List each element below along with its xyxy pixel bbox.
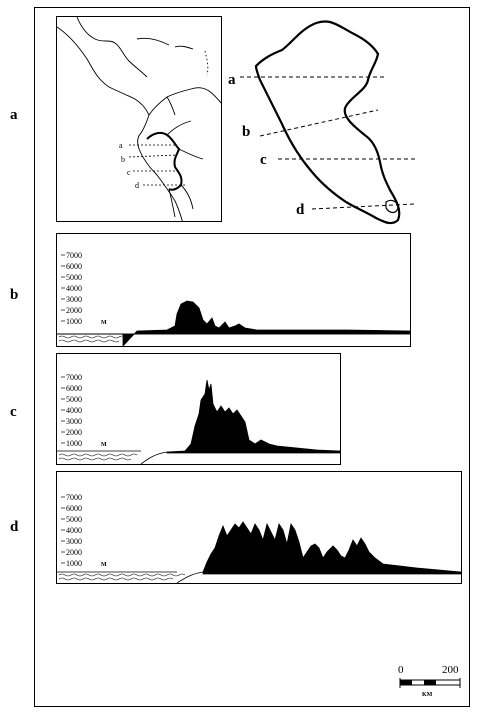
tick-label: 7000 — [66, 373, 82, 382]
panel-letter-c: c — [10, 404, 17, 420]
gulf-coast — [76, 17, 148, 78]
ocean-hatch — [58, 573, 186, 581]
scale-unit-label: KM — [422, 692, 433, 698]
inset-section-label-b: b — [121, 155, 125, 164]
tick-label: 4000 — [66, 284, 82, 293]
peru-map: a b c d — [228, 20, 416, 225]
tick-label: 2000 — [66, 306, 82, 315]
continental-slope — [140, 451, 168, 465]
scale-bar-graphic: KM — [399, 678, 461, 698]
interior-borders — [166, 120, 204, 210]
tick-label: 5000 — [66, 515, 82, 524]
scale-end-label: 200 — [442, 664, 459, 676]
tick-label: 6000 — [66, 504, 82, 513]
tick-label: 3000 — [66, 537, 82, 546]
tick-label: 1000 — [66, 559, 82, 568]
central-america-coast — [57, 26, 150, 116]
inset-section-label-a: a — [119, 141, 123, 150]
unit-label: M — [101, 442, 107, 448]
terrain-profile-d — [202, 521, 462, 575]
lesser-antilles — [204, 50, 209, 76]
profile-d-chart: 7000 6000 5000 4000 3000 2000 1000 M — [57, 493, 462, 584]
tick-label: 5000 — [66, 273, 82, 282]
inset-section-line-b — [128, 154, 178, 158]
tick-label: 1000 — [66, 317, 82, 326]
tick-label: 6000 — [66, 384, 82, 393]
south-america-coast — [137, 87, 221, 221]
figure-frame — [34, 7, 470, 707]
chile-border — [168, 188, 176, 218]
peru-border — [146, 131, 183, 191]
tick-label: 2000 — [66, 428, 82, 437]
tick-label: 2000 — [66, 548, 82, 557]
peru-section-label-b: b — [242, 124, 250, 140]
panel-letter-d: d — [10, 519, 19, 535]
tick-label: 5000 — [66, 395, 82, 404]
terrain-profile-b — [122, 300, 411, 348]
tick-label: 3000 — [66, 295, 82, 304]
peru-section-line-d — [311, 203, 415, 210]
peru-section-label-a: a — [228, 72, 236, 88]
venezuela-border — [166, 96, 176, 116]
tick-label: 6000 — [66, 262, 82, 271]
peru-section-line-b — [259, 109, 379, 137]
unit-label: M — [101, 562, 107, 568]
inset-section-label-d: d — [135, 181, 139, 190]
peru-section-label-c: c — [260, 152, 267, 168]
tick-label: 1000 — [66, 439, 82, 448]
profile-d: 7000 6000 5000 4000 3000 2000 1000 M — [56, 471, 462, 584]
peru-outline — [254, 20, 401, 225]
hispaniola-island — [174, 45, 194, 50]
unit-label: M — [101, 320, 107, 326]
tick-label: 7000 — [66, 493, 82, 502]
panel-letter-b: b — [10, 287, 19, 303]
inset-section-label-c: c — [127, 168, 131, 177]
profile-c: 7000 6000 5000 4000 3000 2000 1000 M — [56, 353, 341, 465]
cuba-island — [136, 37, 170, 46]
locator-map: a b c d — [57, 17, 221, 221]
lake-titicaca — [385, 199, 399, 214]
profile-b: 7000 6000 5000 4000 3000 2000 1000 M — [56, 233, 411, 348]
tick-label: 3000 — [66, 417, 82, 426]
panel-letter-a: a — [10, 107, 18, 123]
tick-label: 7000 — [66, 251, 82, 260]
scale-bar: 0 200 KM — [394, 660, 466, 710]
locator-map-inset: a b c d — [56, 16, 222, 222]
scale-start-label: 0 — [398, 664, 404, 676]
continental-slope — [176, 571, 204, 584]
profile-b-chart: 7000 6000 5000 4000 3000 2000 1000 M — [57, 251, 411, 348]
ocean-hatch — [58, 453, 138, 461]
tick-label: 4000 — [66, 526, 82, 535]
ocean-hatch — [58, 335, 126, 343]
profile-c-chart: 7000 6000 5000 4000 3000 2000 1000 M — [57, 373, 341, 465]
terrain-profile-c — [166, 379, 341, 454]
tick-label: 4000 — [66, 406, 82, 415]
peru-section-label-d: d — [296, 202, 305, 218]
